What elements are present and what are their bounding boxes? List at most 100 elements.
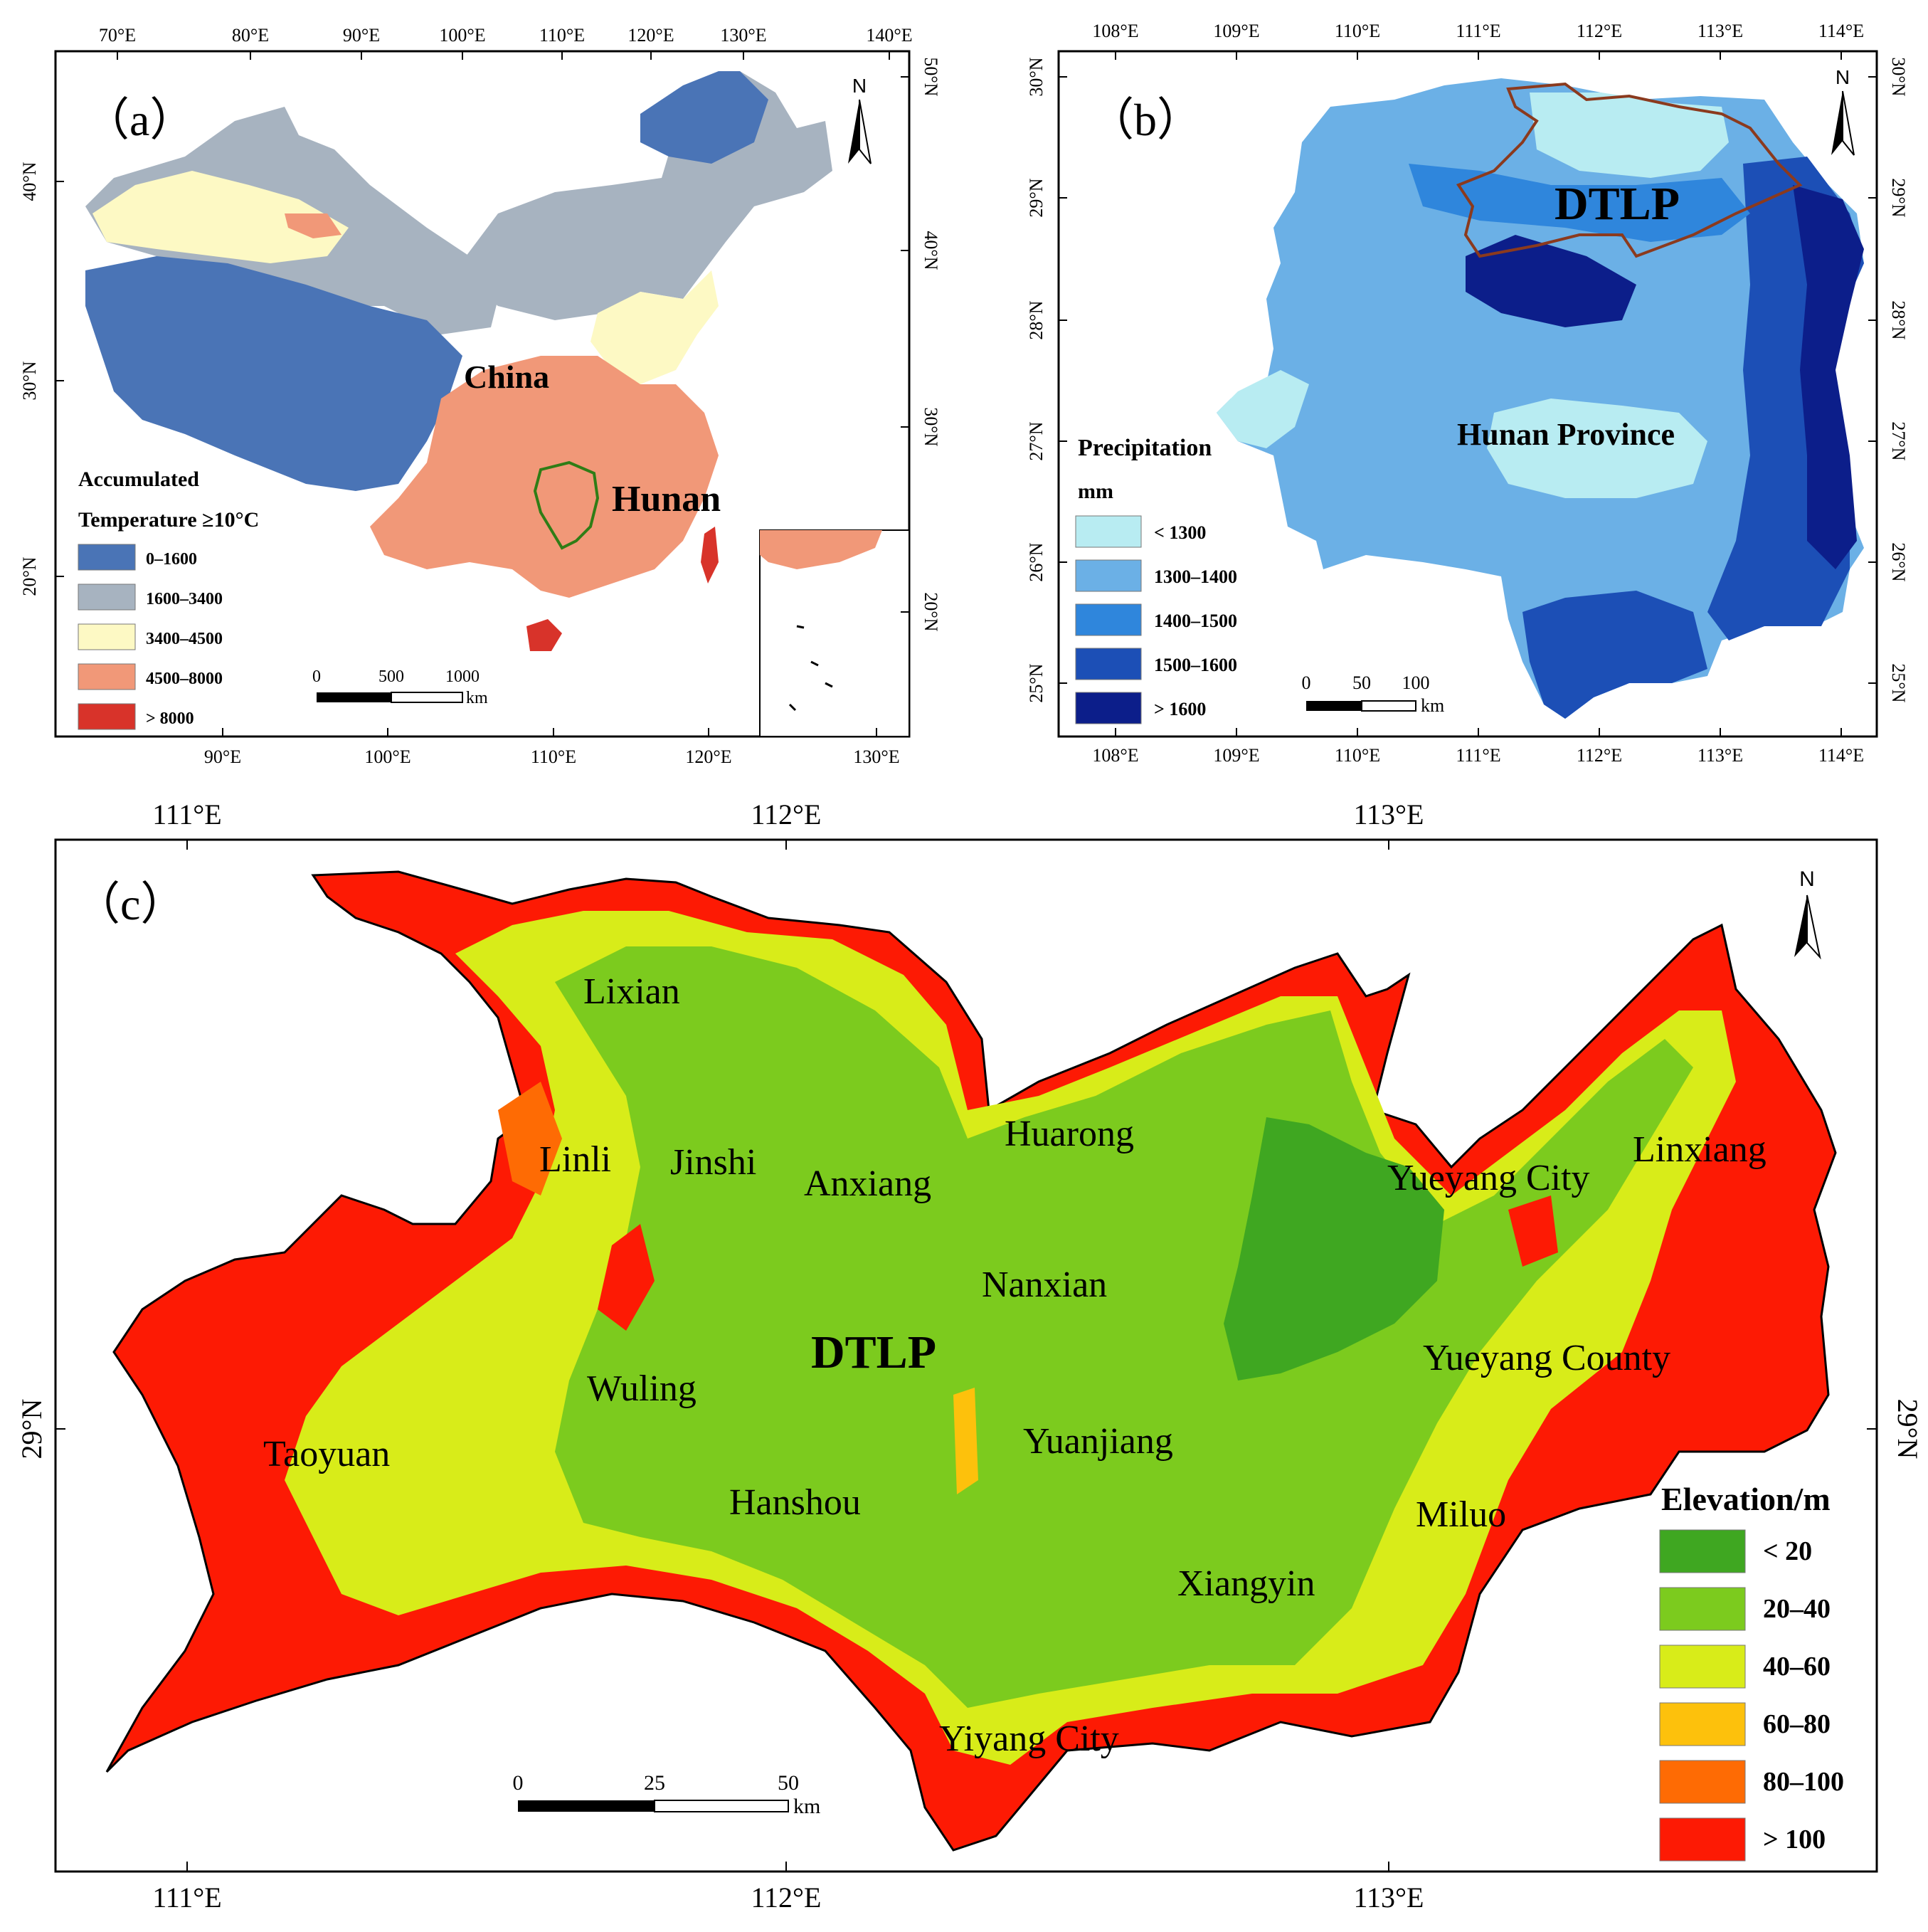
- tick-label: 28°N: [1888, 300, 1909, 339]
- panel-b-left-ticks: 30°N 29°N 28°N 27°N 26°N 25°N: [1026, 57, 1067, 703]
- tick-label: 50°N: [921, 57, 941, 96]
- china-northwest-warm: [92, 171, 349, 263]
- svg-text:km: km: [793, 1795, 820, 1818]
- right-lat-tick: 29°N: [1892, 1399, 1924, 1459]
- hunan-province-shape: [1217, 78, 1864, 719]
- panel-a: 70°E 80°E 90°E 100°E 110°E 120°E 130°E 140°E 90…: [19, 25, 941, 767]
- panel-c-top-ticks: 111°E 112°E 113°E: [152, 798, 1424, 850]
- tick-label: 40°N: [19, 162, 40, 201]
- place-label: Hanshou: [729, 1482, 861, 1523]
- tick-label: 25°N: [1026, 663, 1047, 702]
- tick-label: 80°E: [232, 25, 269, 46]
- panel-b-right-ticks: 30°N 29°N 28°N 27°N 26°N 25°N: [1868, 57, 1909, 703]
- tick-label: 108°E: [1092, 745, 1138, 766]
- legend-swatch: [78, 703, 136, 730]
- tick-label: 109°E: [1213, 21, 1259, 41]
- dtlp-hill-patch: [953, 1388, 978, 1494]
- panel-a-label: （a）: [84, 95, 195, 145]
- legend-swatch: [78, 623, 136, 650]
- svg-text:500: 500: [378, 667, 404, 686]
- tick-label: 112°E: [751, 798, 822, 830]
- dtlp-hill-patch: [498, 1082, 562, 1195]
- dtlp-hill-patch: [598, 1224, 655, 1331]
- legend-label: 80–100: [1763, 1767, 1844, 1797]
- dtlp-region-lowland: [555, 946, 1693, 1708]
- legend-swatch: [1659, 1529, 1746, 1573]
- legend-swatch: [1075, 559, 1142, 592]
- precip-north-low: [1530, 93, 1729, 178]
- north-arrow-icon: N: [848, 75, 872, 164]
- tick-label: 113°E: [1697, 21, 1743, 41]
- legend-swatch: [1659, 1645, 1746, 1689]
- place-label: Taoyuan: [263, 1434, 390, 1474]
- tick-label: 26°N: [1888, 542, 1909, 581]
- panel-a-top-ticks: 70°E 80°E 90°E 100°E 110°E 120°E 130°E 140°E: [99, 25, 913, 60]
- panel-b-scale-bar: 0 50 100 km: [1302, 672, 1445, 716]
- north-arrow-icon: N: [1794, 867, 1821, 960]
- north-arrow-icon: N: [1831, 66, 1855, 156]
- svg-text:25: 25: [644, 1771, 665, 1795]
- tick-label: 100°E: [439, 25, 485, 46]
- panel-a-scale-bar: 0 500 1000 km: [312, 667, 488, 707]
- svg-text:km: km: [1421, 695, 1444, 716]
- panel-c-lat-ticks: 29°N 29°N: [16, 1399, 1924, 1459]
- svg-text:N: N: [1836, 66, 1850, 88]
- place-label: Yueyang County: [1423, 1338, 1670, 1378]
- hunan-outline: [533, 460, 600, 550]
- panel-c-legend: Elevation/m < 20 20–40 40–60 60–80 80–100 > 1…: [1659, 1481, 1844, 1862]
- place-label: Wuling: [587, 1368, 696, 1409]
- panel-a-right-ticks: 50°N 40°N 30°N 20°N: [901, 57, 941, 632]
- place-label: Lixian: [583, 971, 680, 1012]
- hunan-province-label: Hunan Province: [1457, 417, 1675, 452]
- legend-label: 40–60: [1763, 1652, 1831, 1682]
- legend-swatch: [1659, 1817, 1746, 1862]
- legend-swatch: [78, 584, 136, 611]
- tick-label: 30°N: [921, 407, 941, 446]
- svg-text:50: 50: [1352, 672, 1371, 693]
- panel-b-top-ticks: 108°E 109°E 110°E 111°E 112°E 113°E 114°E: [1092, 21, 1864, 60]
- tick-label: 30°N: [1888, 57, 1909, 96]
- tick-label: 110°E: [531, 746, 576, 767]
- place-label: Yiyang City: [939, 1719, 1119, 1759]
- dtlp-elevation-map: [105, 870, 1837, 1852]
- tick-label: 29°N: [1888, 178, 1909, 217]
- tick-label: 30°N: [1026, 57, 1047, 96]
- china-temperature-map: [85, 71, 909, 737]
- tick-label: 113°E: [1697, 745, 1743, 766]
- tick-label: 108°E: [1092, 21, 1138, 41]
- svg-text:N: N: [1799, 867, 1815, 891]
- panel-b: 108°E 109°E 110°E 111°E 112°E 113°E 114°E 108°…: [1026, 21, 1909, 766]
- inset-coast: [760, 530, 882, 569]
- legend-swatch: [1075, 648, 1142, 680]
- tick-label: 111°E: [1456, 21, 1500, 41]
- svg-text:100: 100: [1402, 672, 1430, 693]
- dtlp-title: DTLP: [811, 1326, 936, 1378]
- place-label: Linxiang: [1633, 1129, 1767, 1170]
- tick-label: 29°N: [1026, 178, 1047, 217]
- tick-label: 111°E: [152, 1881, 221, 1913]
- legend-label: 0–1600: [146, 550, 197, 569]
- legend-label: > 1600: [1154, 699, 1206, 719]
- legend-label: 3400–4500: [146, 630, 223, 648]
- place-label: Linli: [539, 1139, 611, 1180]
- tick-label: 26°N: [1026, 542, 1047, 581]
- hainan-island: [526, 619, 562, 651]
- precip-legend-title: Precipitation: [1078, 435, 1212, 461]
- tick-label: 140°E: [866, 25, 912, 46]
- legend-swatch: [78, 544, 136, 571]
- tick-label: 90°E: [343, 25, 380, 46]
- place-label: Anxiang: [804, 1163, 931, 1204]
- place-label: Yueyang City: [1387, 1158, 1590, 1198]
- tarim-hot-spot: [285, 213, 341, 238]
- place-label: Xiangyin: [1177, 1563, 1315, 1604]
- place-label: Nanxian: [982, 1265, 1107, 1305]
- legend-label: 1600–3400: [146, 590, 223, 608]
- svg-text:N: N: [852, 75, 867, 97]
- china-label: China: [464, 359, 549, 395]
- dtlp-region-below-20m: [1224, 1117, 1444, 1381]
- tibet-plateau-cold: [85, 256, 462, 491]
- panel-c-bottom-ticks: 111°E 112°E 113°E: [152, 1862, 1424, 1913]
- china-northeast-cold: [640, 71, 768, 164]
- tick-label: 28°N: [1026, 300, 1047, 339]
